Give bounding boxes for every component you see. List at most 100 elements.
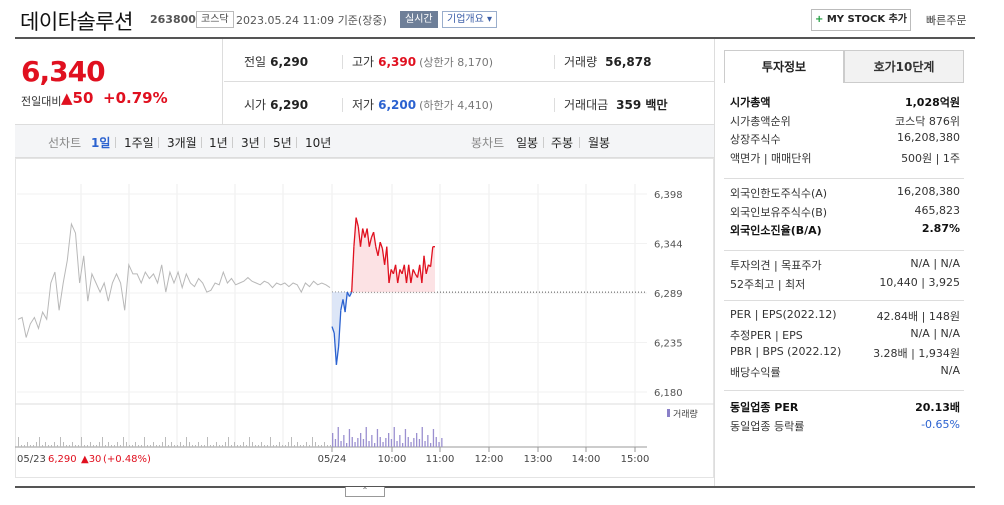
candle-daily[interactable]: 일봉: [516, 136, 539, 150]
company-info-button[interactable]: 기업개요 ▾: [442, 11, 498, 28]
price-segment: [355, 217, 359, 227]
candle-weekly[interactable]: 주봉: [551, 136, 574, 150]
volume-bar: [430, 443, 432, 447]
volume-bar: [183, 445, 184, 447]
info-row: 외국인소진율(B/A) 2.87%: [730, 222, 960, 240]
info-value: 16,208,380: [897, 185, 960, 198]
info-value: 10,440 | 3,925: [879, 275, 960, 289]
volume-bar: [421, 427, 423, 447]
volume-bar: [204, 445, 205, 447]
volume-bar: [306, 442, 307, 447]
volume-bar: [243, 442, 244, 447]
info-key: 상장주식수: [730, 133, 781, 146]
volume-bar: [399, 435, 401, 447]
info-key: 시가총액: [730, 96, 771, 109]
info-value: 2.87%: [921, 222, 960, 235]
volume-bar: [222, 445, 223, 447]
volume-bar: [371, 435, 373, 447]
market-badge: 코스닥: [196, 11, 234, 28]
price-segment: [394, 264, 399, 284]
period-1y[interactable]: 1년: [209, 136, 228, 150]
volume-bar: [407, 437, 409, 447]
volume-bar: [424, 441, 426, 447]
volume-bar: [303, 445, 304, 447]
volume-bar: [57, 445, 58, 447]
y-tick-label: 6,398: [654, 190, 683, 201]
open-price: 시가 6,290: [244, 96, 308, 113]
mystock-add-button[interactable]: + MY STOCK 추가: [811, 9, 911, 31]
tab-investment-info[interactable]: 투자정보: [724, 50, 844, 83]
divider: [224, 81, 714, 82]
price-segment: [403, 264, 408, 284]
info-row: 추정PER | EPS N/A | N/A: [730, 327, 960, 345]
mystock-label: MY STOCK 추가: [826, 14, 908, 25]
info-row: 외국인보유주식수(B) 465,823: [730, 204, 960, 222]
price-chart[interactable]: 6,398 6,344 6,289 6,235 6,180 거래량 05/24 10:00 11…: [15, 158, 714, 478]
volume-bar: [132, 445, 133, 447]
volume-bar: [201, 445, 202, 447]
info-value: 465,823: [914, 203, 961, 217]
up-triangle-icon: ▲: [61, 89, 73, 107]
volume-bar: [379, 437, 381, 447]
volume-bar: [180, 442, 181, 447]
volume-bar: [84, 445, 85, 447]
price-segment: [346, 291, 351, 297]
info-key: 외국인보유주식수(B): [730, 205, 828, 219]
info-row: 시가총액순위 코스닥 876위: [730, 113, 960, 131]
info-value: -0.65%: [921, 417, 960, 431]
price-segment: [353, 217, 357, 247]
divider: [579, 137, 580, 148]
volume-bar: [332, 433, 334, 447]
candle-monthly[interactable]: 월봉: [588, 136, 611, 150]
amount-label: 거래대금: [564, 98, 609, 112]
price-segment: [408, 264, 412, 284]
realtime-badge[interactable]: 실시간: [400, 11, 438, 28]
info-row: 배당수익률 N/A: [730, 364, 960, 382]
volume-bar: [261, 442, 262, 447]
quick-order-link[interactable]: 빠른주문: [926, 14, 967, 27]
price-segment: [412, 269, 416, 275]
period-5y[interactable]: 5년: [273, 136, 292, 150]
info-key: 추정PER | EPS: [730, 328, 803, 342]
collapse-button[interactable]: ⌃: [345, 487, 385, 497]
volume-bar: [90, 442, 91, 447]
divider: [543, 137, 544, 148]
line-chart-label[interactable]: 선차트: [48, 136, 82, 150]
volume-bar: [365, 427, 367, 447]
info-key: 액면가 | 매매단위: [730, 151, 812, 165]
x-tick-label: 11:00: [426, 454, 455, 465]
price-segment: [381, 248, 386, 265]
info-key: 동일업종 PER: [730, 401, 799, 414]
divider: [264, 137, 265, 148]
period-3y[interactable]: 3년: [241, 136, 260, 150]
volume-bar: [102, 437, 103, 447]
volume-bar: [297, 442, 298, 447]
volume-bar: [93, 445, 94, 447]
volume-bar: [351, 437, 353, 447]
volume-bar: [390, 439, 393, 447]
tab-orderbook[interactable]: 호가10단계: [844, 50, 964, 83]
company-info-label: 기업개요: [447, 14, 484, 25]
volume-bar: [258, 445, 259, 447]
volume-bar: [75, 445, 76, 447]
low-label: 저가: [352, 98, 375, 112]
price-segment: [333, 332, 338, 365]
period-3m[interactable]: 3개월: [167, 136, 197, 150]
volume-bar: [123, 437, 124, 447]
period-10y[interactable]: 10년: [305, 136, 332, 150]
volume-bar: [99, 442, 100, 447]
period-1w[interactable]: 1주일: [124, 136, 154, 150]
price-segment: [423, 255, 427, 274]
info-key: 52주최고 | 최저: [730, 277, 806, 291]
candle-chart-label[interactable]: 봉차트: [471, 136, 505, 150]
chart-frame: [15, 158, 714, 478]
period-1d[interactable]: 1일: [91, 136, 111, 150]
volume-bar: [273, 445, 274, 447]
volume-bar: [267, 445, 268, 447]
amount-value: 359 백만: [616, 98, 668, 112]
area-down: [332, 292, 435, 365]
volume-bar: [135, 442, 136, 447]
volume-legend-swatch: [667, 409, 670, 417]
price-segment: [377, 241, 381, 256]
price-segment: [405, 264, 410, 284]
